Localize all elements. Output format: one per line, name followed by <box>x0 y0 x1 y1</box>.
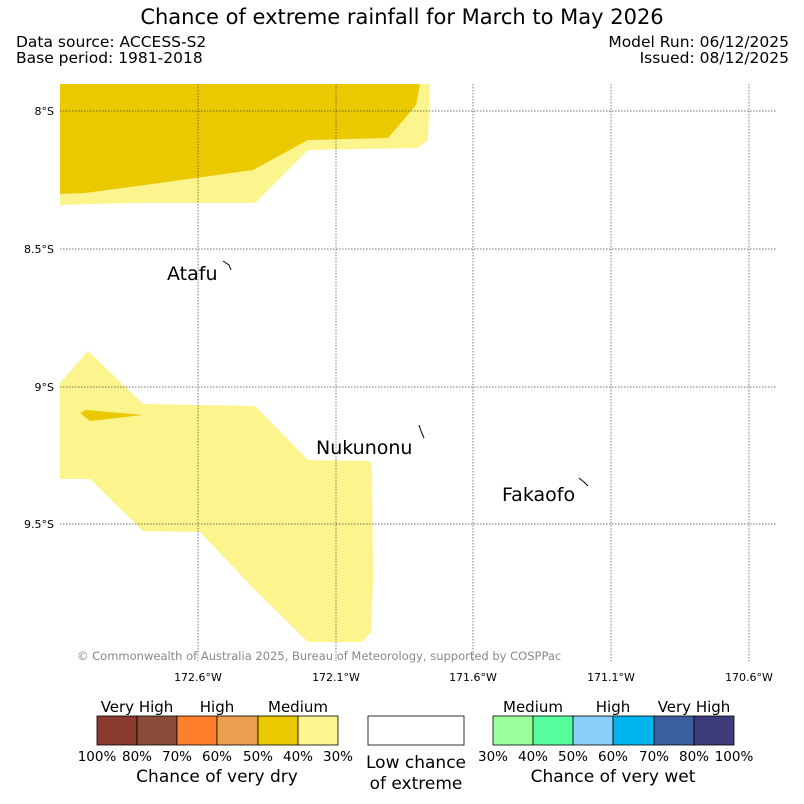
legend-dry-caption: Chance of very dry <box>136 767 298 787</box>
legend-wet-high: High <box>596 698 630 716</box>
legend-dry-swatch-100-80 <box>96 715 138 746</box>
legend-wet: Medium High Very High 30% 40% 50% 60% 70… <box>478 698 753 787</box>
legend-dry-tick-50: 50% <box>243 749 273 765</box>
legend-low-swatch <box>367 715 465 746</box>
page-title: Chance of extreme rainfall for March to … <box>140 5 664 29</box>
legend-wet-swatch-80-100 <box>693 715 735 746</box>
legend-wet-tick-30: 30% <box>478 749 508 765</box>
atafu-outline <box>222 260 232 271</box>
copyright-notice: © Commonwealth of Australia 2025, Bureau… <box>77 649 561 663</box>
legend-dry-tick-80: 80% <box>122 749 152 765</box>
legend-wet-swatch-30-40 <box>492 715 534 746</box>
south-region-dark-sliver <box>80 410 143 421</box>
legend-dry-tick-40: 40% <box>283 749 313 765</box>
atoll-outlines <box>222 260 589 487</box>
lat-label-9: 9°S <box>35 381 54 394</box>
legend-wet-tick-60: 60% <box>598 749 628 765</box>
legend-low-line1: Low chance <box>366 753 466 773</box>
model-run-label: Model Run: 06/12/2025 <box>608 33 789 51</box>
legend-wet-medium: Medium <box>503 698 563 716</box>
legend-dry-tick-30: 30% <box>323 749 353 765</box>
issued-label: Issued: 08/12/2025 <box>639 49 789 67</box>
legend-wet-swatches <box>492 715 735 746</box>
legend-wet-tick-70: 70% <box>639 749 669 765</box>
legend-dry-tick-60: 60% <box>202 749 232 765</box>
lat-label-9-5: 9.5°S <box>24 518 54 531</box>
rainfall-shading <box>60 84 430 642</box>
legend-dry-high: High <box>200 698 234 716</box>
south-region-light <box>60 351 373 642</box>
legend-dry-swatch-40-30 <box>297 715 339 746</box>
lon-label-172-1: 172.1°W <box>312 671 360 684</box>
legend-wet-tick-80: 80% <box>679 749 709 765</box>
legend-dry-medium: Medium <box>268 698 328 716</box>
legend-dry-swatches <box>96 715 339 746</box>
legend-dry-very-high: Very High <box>101 698 174 716</box>
lon-label-171-6: 171.6°W <box>449 671 497 684</box>
legend-wet-swatch-60-70 <box>612 715 655 746</box>
lat-label-8-5: 8.5°S <box>24 243 54 256</box>
legend-wet-tick-50: 50% <box>558 749 588 765</box>
north-region-dark <box>60 84 420 194</box>
legend-low: Low chance of extreme <box>366 715 466 794</box>
legend-dry-swatch-50-40 <box>257 715 299 746</box>
legend-wet-caption: Chance of very wet <box>531 767 696 787</box>
legend-dry-swatch-80-70 <box>136 715 178 746</box>
fakaofo-outline <box>578 477 589 487</box>
map-gridlines <box>60 84 777 661</box>
legend-dry-swatch-70-60 <box>176 715 218 746</box>
data-source-label: Data source: ACCESS-S2 <box>16 33 207 51</box>
lon-label-171-1: 171.1°W <box>587 671 635 684</box>
lon-label-172-6: 172.6°W <box>174 671 222 684</box>
place-label-nukunonu: Nukunonu <box>316 437 412 459</box>
nukunonu-outline <box>418 424 425 439</box>
legend-dry-tick-70: 70% <box>162 749 192 765</box>
legend-low-line2: of extreme <box>370 774 463 794</box>
place-label-fakaofo: Fakaofo <box>502 484 575 506</box>
lat-label-8: 8°S <box>35 105 54 118</box>
legend-wet-tick-40: 40% <box>518 749 548 765</box>
place-label-atafu: Atafu <box>167 263 218 285</box>
lon-label-170-6: 170.6°W <box>725 671 773 684</box>
legend-dry: Very High High Medium 100% 80% 70% 60% 5… <box>78 698 353 787</box>
legend-wet-very-high: Very High <box>658 698 731 716</box>
base-period-label: Base period: 1981-2018 <box>16 49 203 67</box>
legend-dry-swatch-60-50 <box>216 715 259 746</box>
legend-wet-swatch-50-60 <box>572 715 614 746</box>
legend-wet-swatch-70-80 <box>653 715 695 746</box>
legend-dry-tick-100: 100% <box>78 749 117 765</box>
legend-wet-swatch-40-50 <box>532 715 574 746</box>
legend-wet-tick-100: 100% <box>715 749 754 765</box>
